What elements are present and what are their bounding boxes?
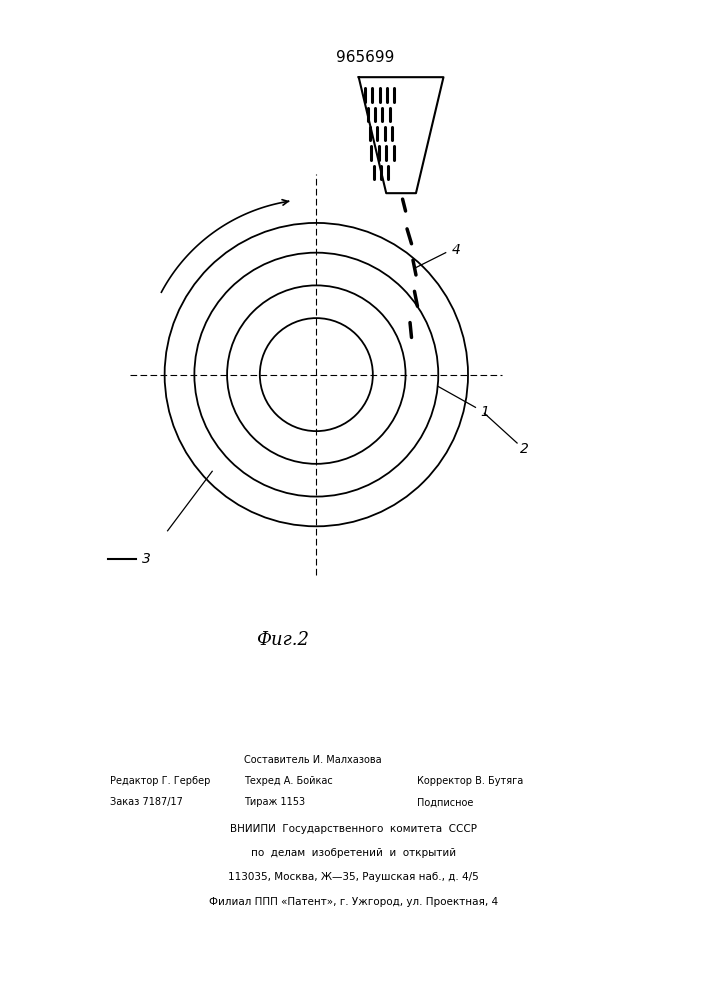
Text: Фиг.2: Фиг.2 [257,631,309,649]
Text: Заказ 7187/17: Заказ 7187/17 [110,797,182,807]
Text: Филиал ППП «Патент», г. Ужгород, ул. Проектная, 4: Филиал ППП «Патент», г. Ужгород, ул. Про… [209,897,498,907]
Text: Тираж 1153: Тираж 1153 [244,797,305,807]
Text: Корректор В. Бутяга: Корректор В. Бутяга [417,776,523,786]
Text: Редактор Г. Гербер: Редактор Г. Гербер [110,776,210,786]
Text: по  делам  изобретений  и  открытий: по делам изобретений и открытий [251,848,456,858]
Text: 4: 4 [452,243,460,257]
Text: 965699: 965699 [337,50,395,65]
Text: Техред А. Бойкас: Техред А. Бойкас [244,776,333,786]
Text: 1: 1 [480,405,489,419]
Text: 2: 2 [520,442,529,456]
Text: ВНИИПИ  Государственного  комитета  СССР: ВНИИПИ Государственного комитета СССР [230,824,477,834]
Text: Подписное: Подписное [417,797,474,807]
Text: 3: 3 [142,552,151,566]
Text: 113035, Москва, Ж—35, Раушская наб., д. 4/5: 113035, Москва, Ж—35, Раушская наб., д. … [228,872,479,883]
Text: Составитель И. Малхазова: Составитель И. Малхазова [244,755,382,765]
